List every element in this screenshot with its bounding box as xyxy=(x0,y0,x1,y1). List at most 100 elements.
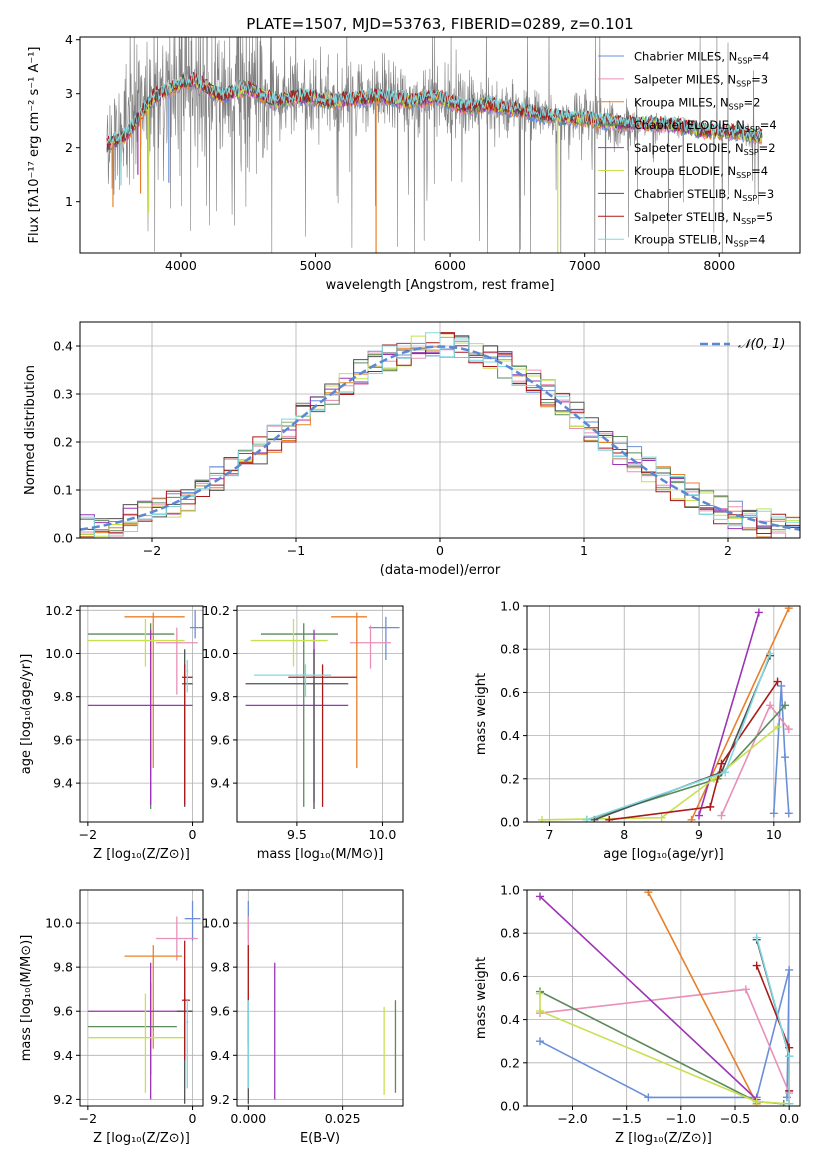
plot-area xyxy=(87,610,203,810)
weight-line xyxy=(586,704,786,821)
weight-marker xyxy=(766,701,775,710)
y-tick-label: 9.2 xyxy=(53,1092,73,1107)
weight-line xyxy=(594,655,771,821)
legend-label: Chabrier MILES, NSSP=4 xyxy=(634,50,769,66)
errorbar-point xyxy=(349,625,392,669)
x-tick-label: 0 xyxy=(189,827,197,842)
weight-marker xyxy=(781,701,790,710)
y-tick-label: 9.6 xyxy=(53,732,73,747)
y-tick-label: 10.2 xyxy=(202,603,230,618)
legend-nssp: =2 xyxy=(759,141,776,155)
y-tick-label: 9.4 xyxy=(53,776,73,791)
panel-age_vs_Z: −2 0 9.4 9.6 9.8 10.0 10.2 Z [log₁₀(Z/Z⊙)] age [… xyxy=(19,603,204,862)
plot-area xyxy=(536,890,794,1106)
weight-marker xyxy=(785,1052,794,1061)
weight-marker xyxy=(687,815,696,822)
y-tick-label: 9.8 xyxy=(210,960,230,975)
x-axis-label: (data-model)/error xyxy=(380,563,501,578)
weight-marker xyxy=(785,965,794,974)
legend-model-name: Chabrier STELIB, N xyxy=(634,187,742,201)
x-tick-label: 10 xyxy=(766,827,782,842)
weight-line xyxy=(539,895,758,1101)
panel-mass_vs_ebv: 0.000 0.025 9.2 9.4 9.6 9.8 10.0 E(B-V) xyxy=(202,889,404,1146)
legend-nssp: =4 xyxy=(749,233,766,247)
y-tick-label: 1 xyxy=(65,194,73,209)
errorbar-point xyxy=(124,945,183,1049)
gaussian-legend-label: 𝒩(0, 1) xyxy=(738,337,785,352)
model-spectrum-line xyxy=(106,71,763,150)
legend-model-name: Chabrier MILES, N xyxy=(634,50,737,64)
legend-subscript: SSP xyxy=(734,240,749,249)
weight-marker xyxy=(769,809,778,818)
axes-frame xyxy=(79,36,801,254)
y-axis-label: mass weight xyxy=(474,957,489,1039)
y-tick-label: 10.0 xyxy=(202,646,230,661)
errorbar-point xyxy=(87,618,185,667)
legend-label: Salpeter MILES, NSSP=3 xyxy=(634,72,768,88)
legend-label: Salpeter STELIB, NSSP=5 xyxy=(634,210,773,226)
x-tick-label: 5000 xyxy=(300,258,332,273)
gaussian-curve xyxy=(80,345,800,531)
x-tick-label: −2.0 xyxy=(557,1111,587,1126)
x-tick-label: 7000 xyxy=(569,258,601,273)
legend-nssp: =4 xyxy=(751,164,768,178)
x-tick-label: 2 xyxy=(724,543,732,558)
weight-marker xyxy=(784,725,793,734)
x-tick-label: −1.5 xyxy=(611,1111,641,1126)
x-tick-label: 4000 xyxy=(165,258,197,273)
weight-marker xyxy=(784,809,793,818)
weight-marker xyxy=(706,802,715,811)
errorbar-point xyxy=(368,616,400,660)
x-tick-label: 8 xyxy=(620,827,628,842)
weight-marker xyxy=(766,649,775,658)
plot-area xyxy=(80,332,800,538)
legend-nssp: =4 xyxy=(760,118,777,132)
x-tick-label: −1 xyxy=(287,543,305,558)
errorbar-point xyxy=(184,901,201,941)
y-tick-label: 0.4 xyxy=(53,339,73,354)
legend-model-name: Kroupa MILES, N xyxy=(634,95,729,109)
y-tick-label: 10.0 xyxy=(45,646,73,661)
y-tick-label: 0.2 xyxy=(500,1055,520,1070)
errorbar-point xyxy=(288,664,357,807)
weight-marker xyxy=(717,811,726,820)
y-tick-label: 0.0 xyxy=(53,531,73,546)
x-tick-label: 9.5 xyxy=(287,827,307,842)
y-tick-label: 9.8 xyxy=(210,689,230,704)
errorbar-point xyxy=(124,612,185,768)
y-tick-label: 2 xyxy=(65,140,73,155)
y-tick-label: 1.0 xyxy=(500,883,520,898)
y-tick-label: 9.8 xyxy=(53,689,73,704)
legend-nssp: =3 xyxy=(751,72,768,86)
weight-marker xyxy=(752,961,761,970)
x-tick-label: −0.5 xyxy=(720,1111,750,1126)
errorbar-point xyxy=(245,649,349,810)
weight-marker xyxy=(754,608,763,617)
x-axis-label: Z [log₁₀(Z/Z⊙)] xyxy=(93,1131,190,1146)
x-tick-label: 1 xyxy=(580,543,588,558)
errorbar-point xyxy=(87,629,193,805)
y-tick-label: 0.4 xyxy=(500,1012,520,1027)
y-tick-label: 1.0 xyxy=(500,599,520,614)
weight-marker xyxy=(582,815,591,822)
weight-marker xyxy=(536,1006,544,1015)
errorbar-point xyxy=(260,623,338,807)
y-tick-label: 9.6 xyxy=(53,1004,73,1019)
y-tick-label: 10.2 xyxy=(45,603,73,618)
legend-label: Kroupa ELODIE, NSSP=4 xyxy=(634,164,768,180)
y-tick-label: 0.0 xyxy=(500,1099,520,1114)
axes-frame xyxy=(236,889,404,1107)
x-tick-label: −2 xyxy=(79,1111,97,1126)
x-tick-label: 0.000 xyxy=(230,1111,266,1126)
errorbar-point xyxy=(87,982,177,1076)
panel-weight_vs_Z: −2.0 −1.5 −1.0 −0.5 0.0 0.0 0.2 0.4 0.6 0.8 1.0 Z [… xyxy=(474,883,801,1146)
legend-subscript: SSP xyxy=(745,125,760,134)
panel-weight_vs_age: 7 8 9 10 0.0 0.2 0.4 0.6 0.8 1.0 age [log₁₀(age/yr… xyxy=(474,599,801,862)
legend-nssp: =2 xyxy=(744,95,761,109)
x-tick-label: 0.025 xyxy=(325,1111,361,1126)
legend-model-name: Salpeter STELIB, N xyxy=(634,210,741,224)
x-axis-label: Z [log₁₀(Z/Z⊙)] xyxy=(93,847,190,862)
legend-nssp: =5 xyxy=(756,210,773,224)
weight-marker xyxy=(536,1037,544,1046)
weight-marker xyxy=(781,753,790,762)
